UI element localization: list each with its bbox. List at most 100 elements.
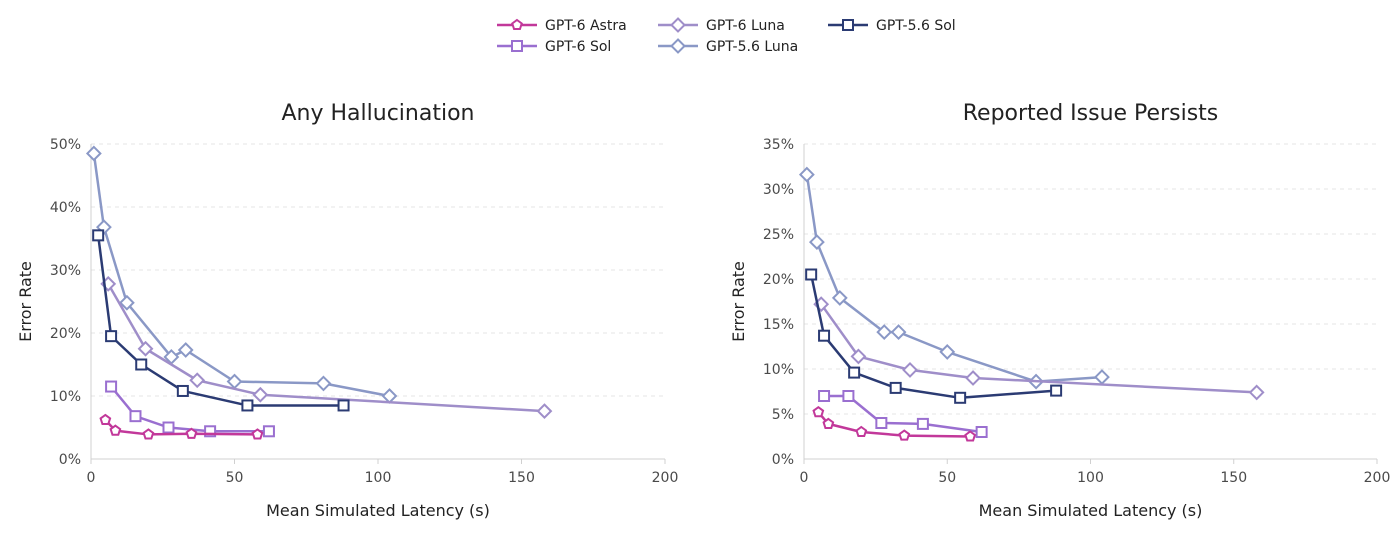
data-point [185,427,198,439]
y-tick-label: 5% [772,407,794,423]
data-point [189,372,206,389]
legend-marker-diamond-icon [670,17,686,33]
data-point [129,410,142,423]
chart-panel-any-hallucination: 0% 10% 20% 30% 40% 50% 0 50 100 150 200 Any Halluci… [16,101,678,520]
y-tick-label: 10% [763,362,794,378]
chart-title: Reported Issue Persists [963,101,1219,126]
data-point [162,421,175,434]
legend-label: GPT-6 Astra [545,18,627,34]
data-point [241,399,254,412]
data-point [85,145,102,162]
data-point [252,386,269,403]
data-point [1248,384,1265,401]
legend-item-gpt56-luna: GPT-5.6 Luna [658,38,798,55]
chart-title: Any Hallucination [282,101,475,126]
data-point [337,399,350,412]
data-point [105,380,118,393]
data-point [92,229,105,242]
series-gpt-5-6-luna [85,145,398,404]
data-point [842,390,855,402]
series-gpt-6-astra [812,405,977,442]
y-tick-label: 40% [50,200,81,216]
series-line [107,283,545,413]
data-point [855,425,868,438]
series-line [809,274,1057,400]
legend-label: GPT-6 Luna [706,18,785,34]
data-point [965,370,981,386]
data-point [848,366,861,379]
series-gpt-6-astra [99,413,264,440]
data-point [812,405,825,418]
data-point [876,324,893,341]
data-point [808,234,825,251]
series-line [96,235,344,407]
x-tick-label: 50 [226,470,244,486]
legend-marker-diamond-icon [670,38,686,54]
data-point [805,268,818,281]
y-axis-label: Error Rate [729,261,748,342]
x-tick-label: 100 [365,470,392,486]
legend-item-gpt6-astra: GPT-6 Astra [497,18,627,34]
y-tick-label: 0% [59,452,81,468]
x-axis-label: Mean Simulated Latency (s) [979,501,1203,520]
series-gpt-6-luna [100,275,553,420]
x-tick-label: 200 [652,470,679,486]
data-point [262,425,275,438]
data-point [381,388,398,404]
legend-label: GPT-5.6 Luna [706,39,798,55]
data-point [99,413,112,425]
y-tick-label: 15% [763,317,794,333]
x-tick-label: 150 [508,470,535,486]
data-point [135,358,148,371]
data-point [822,417,835,429]
legend-marker-pentagon-icon [511,18,523,31]
data-point [850,348,867,365]
x-tick-label: 200 [1364,470,1391,486]
y-tick-label: 25% [763,227,794,243]
data-point [118,294,135,311]
data-point [875,417,888,429]
data-point [902,361,918,378]
series-line [805,174,1103,383]
x-tick-label: 0 [87,470,96,486]
y-tick-label: 20% [763,272,794,288]
data-point [818,390,831,402]
chart-panel-reported-issue-persists: 0% 5% 10% 15% 20% 25% 30% 35% 0 50 100 150 200 Report… [729,101,1390,520]
data-point [142,428,155,440]
data-point [251,428,264,440]
data-point [176,384,189,397]
data-point [105,330,118,343]
data-point [975,426,988,438]
data-point [1094,369,1110,386]
data-point [964,430,977,442]
legend-item-gpt6-luna: GPT-6 Luna [658,17,785,34]
series-gpt-5-6-luna [798,166,1110,390]
x-axis-label: Mean Simulated Latency (s) [266,501,490,520]
data-point [916,417,929,430]
data-point [818,329,831,342]
data-point [831,289,848,306]
x-tick-label: 0 [800,470,809,486]
series-gpt-5-6-sol [805,268,1063,404]
data-point [798,166,815,183]
legend-item-gpt56-sol: GPT-5.6 Sol [828,18,956,34]
data-point [204,425,217,438]
legend-marker-square-icon [511,40,523,52]
series-gpt-6-sol [818,390,988,438]
y-tick-label: 30% [50,263,81,279]
data-point [109,424,122,436]
data-point [1050,384,1063,397]
data-point [939,343,956,360]
data-point [536,403,553,420]
y-tick-label: 50% [50,137,81,153]
data-point [177,342,194,358]
series-gpt-6-luna [813,296,1265,401]
data-point [898,429,911,441]
legend-item-gpt6-sol: GPT-6 Sol [497,39,611,55]
legend: GPT-6 Astra GPT-6 Luna GPT-5.6 Sol GPT-6 So… [497,17,956,55]
y-tick-label: 20% [50,326,81,342]
x-tick-label: 150 [1220,470,1247,486]
series-gpt-5-6-sol [92,229,350,412]
